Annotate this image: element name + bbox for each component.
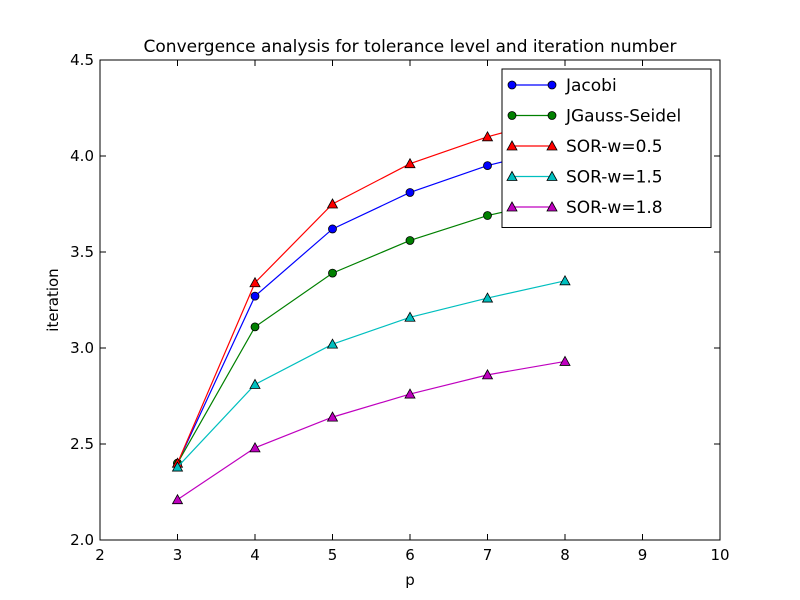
y-axis-label: iteration — [44, 268, 62, 331]
legend-label: SOR-w=1.5 — [566, 168, 663, 188]
series-line — [176, 145, 566, 464]
x-tick-label: 6 — [405, 546, 415, 564]
data-point — [249, 442, 261, 453]
data-point — [404, 388, 416, 399]
x-tick-label: 2 — [95, 546, 105, 564]
x-axis-ticks: 2 3 4 5 6 7 8 9 10 — [95, 60, 730, 564]
legend-item: JGauss-Seidel — [507, 107, 681, 127]
data-point — [559, 274, 571, 286]
data-point — [328, 224, 337, 234]
data-point — [249, 378, 261, 389]
data-point — [326, 338, 339, 349]
legend-marker — [546, 201, 558, 212]
y-tick-label: 2.0 — [70, 531, 94, 549]
data-point — [405, 188, 415, 197]
y-tick-label: 3.5 — [70, 243, 94, 261]
y-axis-ticks: 2.0 2.5 3.0 3.5 4.0 4.5 — [70, 51, 720, 549]
legend-marker — [506, 201, 518, 212]
series-line — [177, 360, 566, 501]
data-point — [250, 291, 260, 301]
legend-marker — [546, 170, 558, 181]
data-point — [171, 493, 184, 505]
legend-item: SOR-w=1.5 — [506, 168, 663, 188]
series-line — [176, 197, 566, 464]
legend-marker — [506, 140, 518, 151]
series-line — [177, 280, 566, 468]
x-tick-label: 10 — [710, 546, 729, 564]
legend-marker — [547, 111, 557, 120]
x-tick-label: 7 — [483, 546, 493, 564]
legend-marker — [507, 111, 517, 120]
y-tick-label: 4.0 — [70, 147, 94, 165]
legend-marker — [507, 80, 517, 90]
data-point — [559, 355, 571, 366]
x-tick-label: 5 — [328, 546, 338, 564]
chart-title: Convergence analysis for tolerance level… — [144, 37, 677, 57]
legend-label: SOR-w=1.8 — [566, 198, 663, 218]
data-point — [481, 369, 494, 380]
legend: Jacobi JGauss-Seidel SOR-w=0.5 SOR-w=1.5 SOR… — [501, 68, 712, 228]
x-tick-label: 8 — [560, 546, 570, 564]
x-tick-label: 3 — [173, 546, 183, 564]
data-point — [404, 311, 416, 322]
data-point — [404, 157, 416, 169]
data-point — [483, 211, 492, 220]
x-axis-label: p — [405, 571, 415, 589]
legend-marker — [547, 80, 557, 90]
data-point — [483, 161, 492, 171]
series-sor-w-1-5 — [171, 274, 571, 472]
x-tick-label: 9 — [638, 546, 648, 564]
legend-item: SOR-w=0.5 — [506, 137, 663, 157]
y-tick-label: 3.0 — [70, 339, 94, 357]
y-tick-label: 4.5 — [70, 51, 94, 69]
data-point — [326, 198, 339, 209]
legend-marker — [546, 140, 558, 151]
data-point — [405, 236, 415, 245]
legend-label: JGauss-Seidel — [565, 107, 681, 127]
legend-label: SOR-w=0.5 — [566, 137, 663, 157]
legend-item: SOR-w=1.8 — [506, 198, 663, 218]
data-point — [250, 322, 260, 332]
x-tick-label: 4 — [250, 546, 260, 564]
legend-item: Jacobi — [507, 76, 617, 96]
series-line — [176, 115, 566, 464]
data-point — [328, 268, 337, 278]
data-point — [171, 461, 184, 472]
data-point — [326, 411, 339, 422]
legend-marker — [506, 170, 518, 181]
legend-box — [501, 68, 712, 228]
series-sor-w-1-8 — [171, 355, 571, 505]
y-tick-label: 2.5 — [70, 435, 94, 453]
data-point — [249, 276, 261, 288]
legend-label: Jacobi — [565, 76, 617, 96]
data-point — [481, 292, 494, 303]
data-point — [481, 130, 494, 142]
